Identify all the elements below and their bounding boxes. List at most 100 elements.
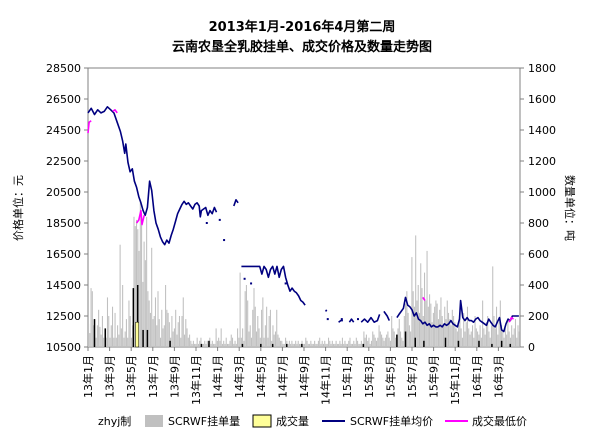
volume-bar [463,312,465,347]
average-price-line-segment [348,318,355,323]
volume-bar [466,306,469,347]
volume-bar [122,285,124,347]
volume-bar [401,337,403,347]
average-price-line-point [326,318,329,321]
volume-bar [468,328,470,347]
volume-bar [455,328,457,347]
right-tick-label: 1800 [528,62,556,75]
volume-bar [328,337,330,347]
volume-bar [475,328,477,347]
x-tick-label: 14年9月 [297,355,311,398]
volume-bar [184,334,186,347]
volume-bar [335,340,337,347]
volume-bar [359,343,361,347]
volume-bar [501,325,503,347]
average-price-line-segment [396,296,519,333]
volume-bar [95,337,97,347]
volume-bar [262,297,264,347]
volume-bar [441,316,443,347]
x-tick-label: 14年1月 [211,355,225,398]
volume-bar [386,334,388,347]
volume-bar [237,328,239,347]
volume-bar [185,319,187,347]
trade-volume-bar [135,321,140,348]
average-price-line-segment [87,106,218,246]
x-tick-label: 15年3月 [362,355,376,398]
volume-bar [272,325,274,347]
volume-bar [512,334,514,347]
volume-bar [427,306,429,347]
volume-bar [248,331,250,347]
volume-bar [445,319,447,347]
volume-bar [405,303,407,347]
volume-bar [383,340,385,347]
average-price-line-point [205,222,208,224]
average-price-line-segment [360,314,381,324]
average-price-line-segment [233,199,239,207]
volume-bar [368,337,370,347]
volume-bar [257,316,259,347]
volume-bar [502,331,504,347]
volume-bar [127,337,129,347]
volume-bar [384,337,386,347]
volume-bar [329,340,331,347]
average-price-line-segment [241,265,306,306]
volume-bar [238,337,240,347]
volume-bar [259,337,261,347]
volume-bar [494,328,496,347]
right-axis-ticks: 1800 1600 1400 1200 1000 800 600 400 200 0 [520,62,556,354]
volume-bar [190,340,192,347]
volume-bar [403,316,405,347]
average-price-line-point [340,318,343,321]
volume-bar [408,325,410,347]
volume-bar [504,328,506,347]
volume-bar [431,322,433,347]
volume-bar [394,337,397,347]
volume-bar [367,340,369,347]
volume-bar [281,340,283,347]
volume-bar [114,312,116,347]
volume-bar [388,337,390,347]
volume-bar [143,241,145,347]
volume-bar [402,340,404,347]
volume-bar [166,309,168,347]
left-tick-label: 28500 [46,62,81,75]
volume-bar [429,294,431,347]
legend-swatch-listed-volume [145,415,163,427]
volume-bar [314,340,316,347]
volume-bar [119,244,121,347]
x-tick-label: 15年11月 [448,355,462,405]
volume-bar [128,300,130,347]
volume-bar [381,334,383,347]
volume-bar [228,343,230,347]
volume-bar [353,340,355,347]
volume-bar [93,325,95,347]
right-tick-label: 600 [528,248,549,261]
volume-bar [493,316,495,347]
volume-bar [348,340,350,347]
volume-bar [167,312,169,347]
volume-bar [393,331,395,347]
volume-bar [290,343,292,347]
volume-bar [400,331,402,347]
volume-bar [195,343,197,347]
volume-bar [377,337,379,347]
volume-bar [162,328,164,347]
volume-bar [171,316,173,347]
volume-bar [274,331,277,347]
volume-bar [364,337,366,347]
min-trade-price-line-segment [135,209,145,226]
volume-bar [285,337,287,347]
chart-subtitle: 云南农垦全乳胶挂单、成交价格及数量走势图 [172,39,432,55]
volume-bar [105,337,107,347]
volume-bar [416,300,418,347]
volume-bar [418,312,421,347]
volume-bar [304,343,306,347]
volume-bar [464,331,466,347]
volume-bar [340,343,342,347]
right-tick-label: 200 [528,310,549,323]
volume-bar [258,328,260,347]
volume-bar [191,343,193,347]
volume-bar [360,340,362,347]
right-tick-label: 800 [528,217,549,230]
